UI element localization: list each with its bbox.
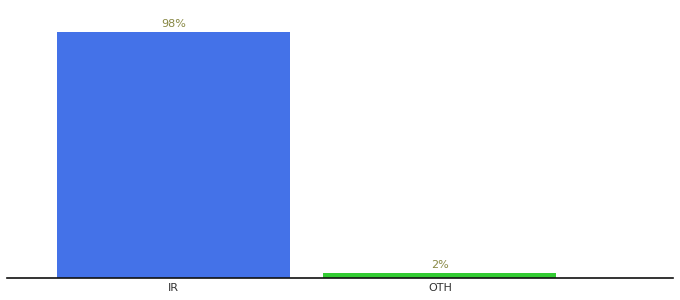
- Text: 2%: 2%: [431, 260, 449, 270]
- Text: 98%: 98%: [161, 19, 186, 29]
- Bar: [57, 32, 290, 278]
- Bar: [324, 273, 556, 278]
